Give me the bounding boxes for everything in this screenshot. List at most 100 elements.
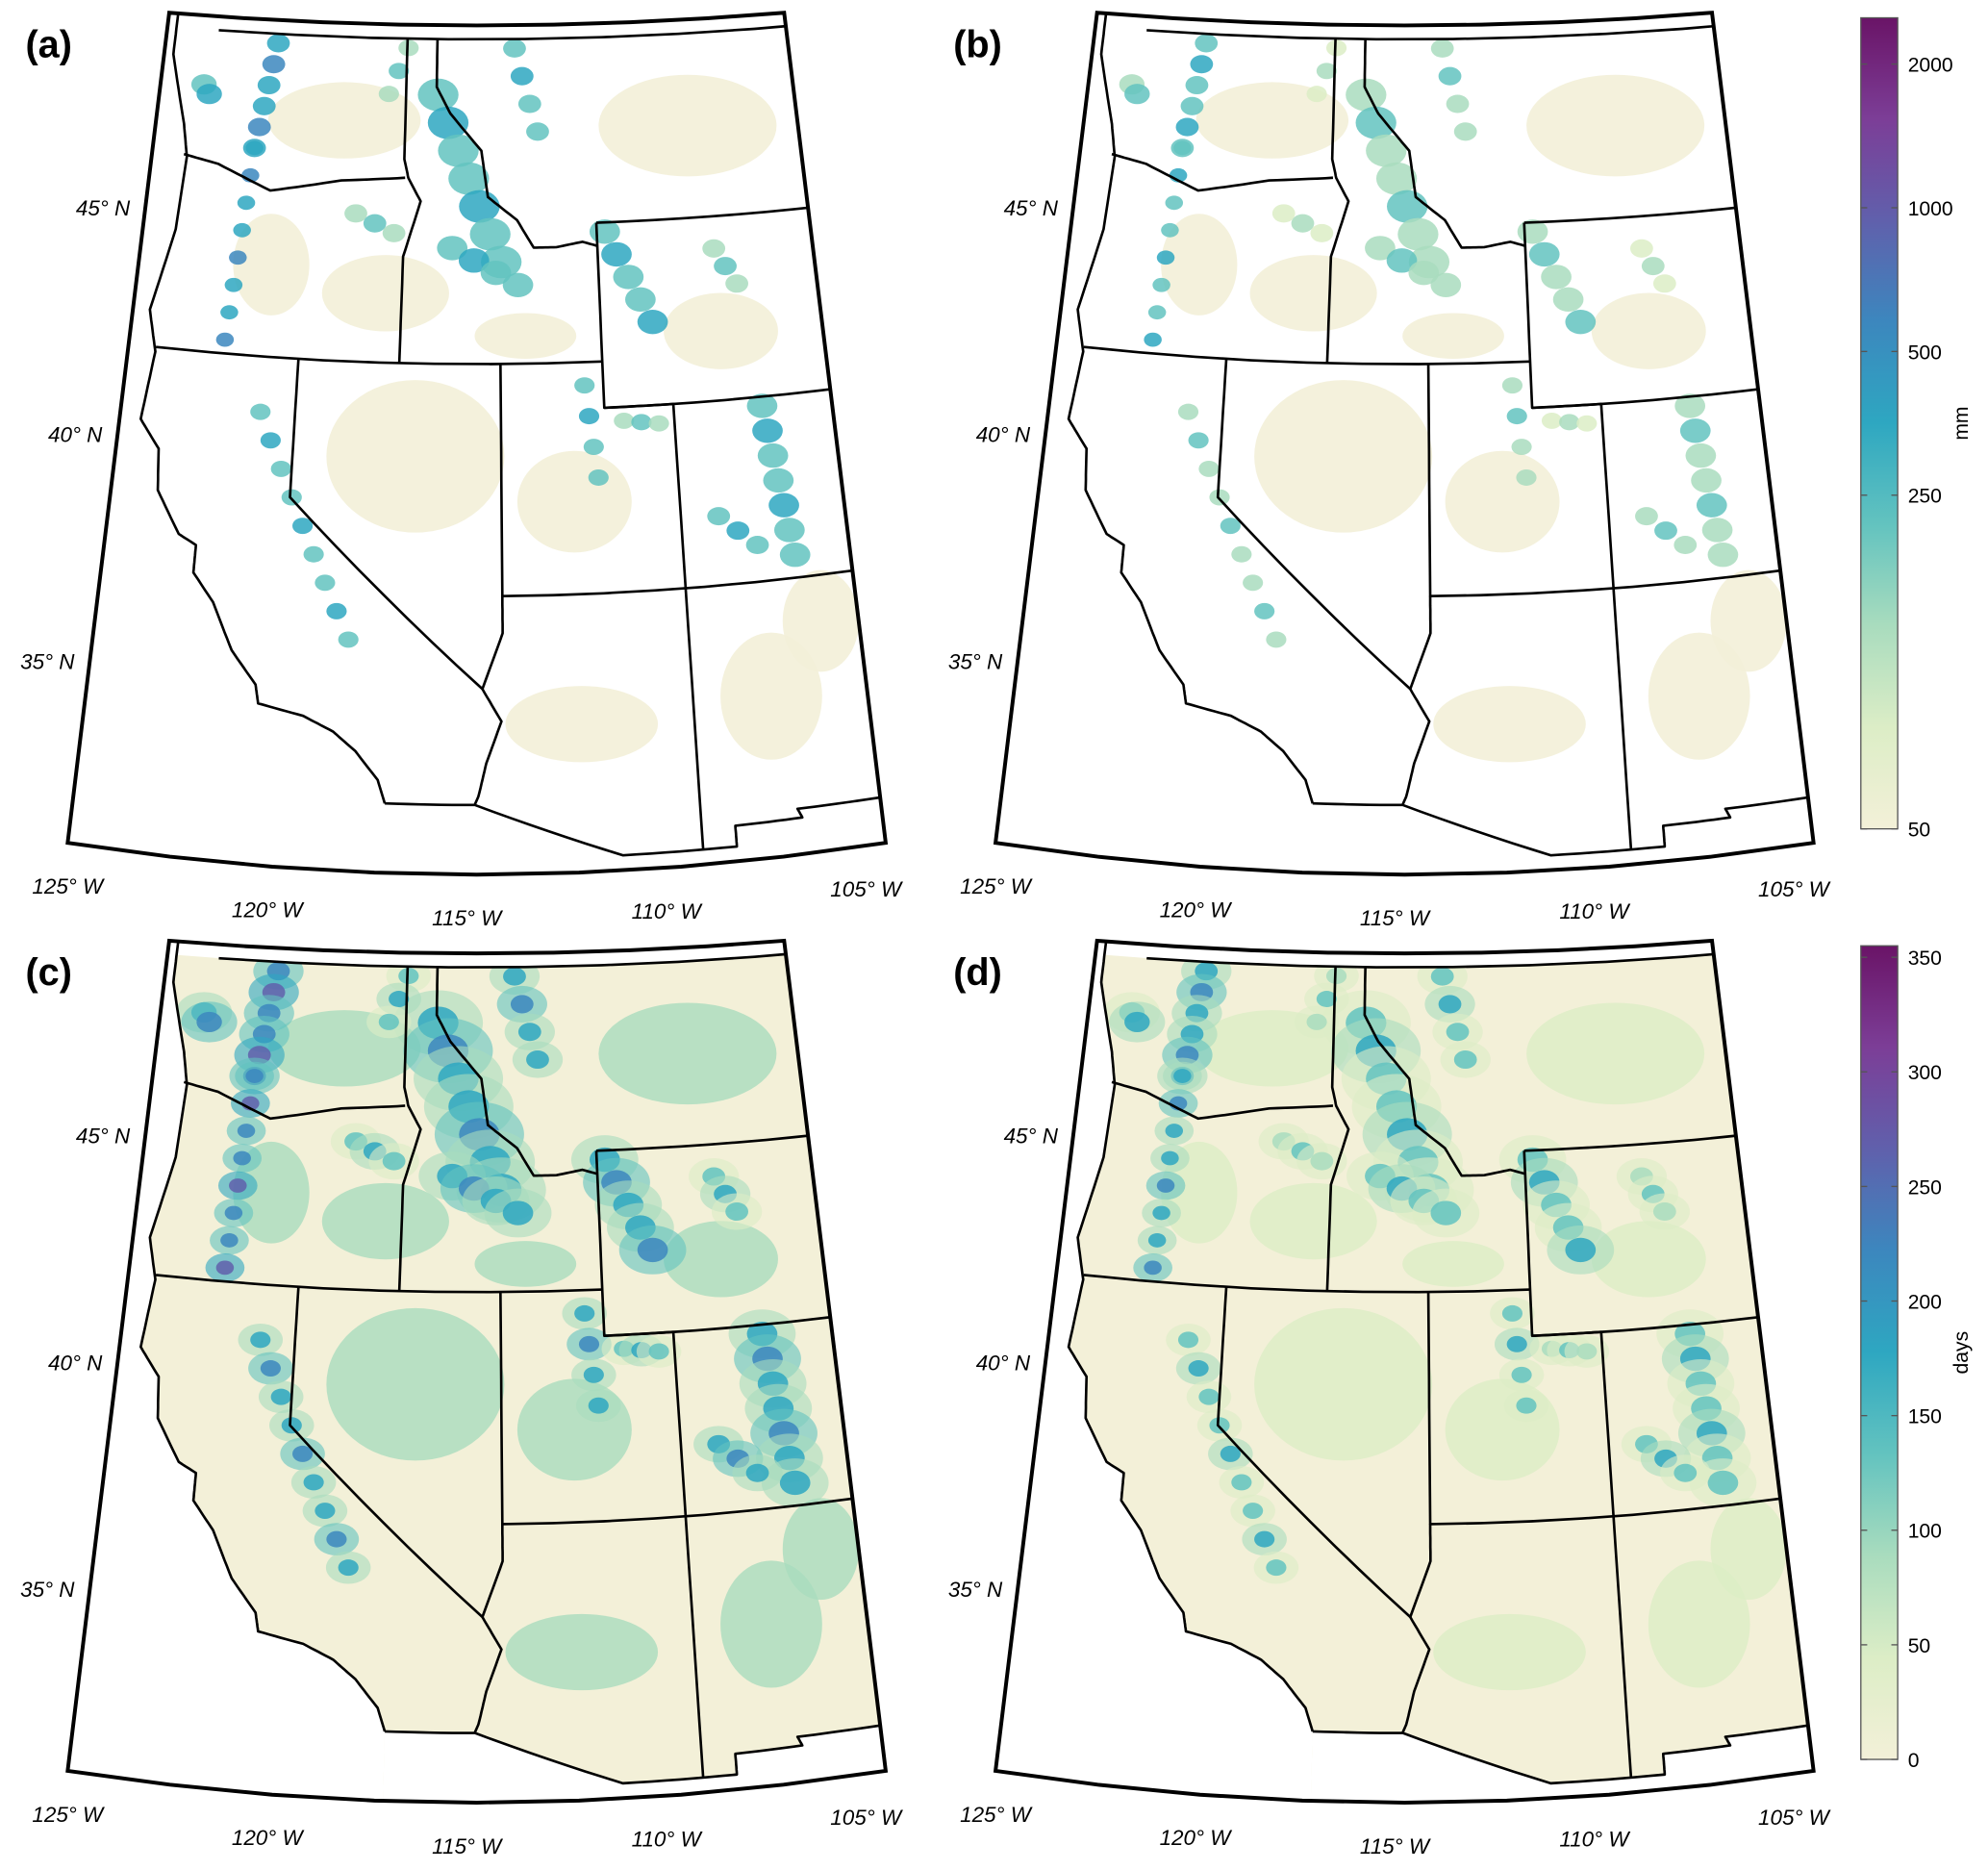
state-border: [139, 941, 387, 1732]
map-panel: (d) 45° N 40° N 35° N 125° W 120° W 115° W 110°…: [948, 938, 1831, 1858]
terrain-shade: [782, 569, 860, 672]
terrain-shade: [1175, 117, 1199, 137]
longitude-label: 105° W: [1758, 1806, 1831, 1830]
state-border: [1312, 786, 1814, 857]
state-border: [218, 948, 832, 969]
terrain-shade: [1453, 122, 1477, 141]
terrain-shade: [516, 450, 632, 553]
terrain-shade: [720, 1560, 822, 1688]
state-border: [1531, 402, 1633, 850]
terrain-shade: [1402, 313, 1504, 360]
latitude-label: 40° N: [976, 423, 1031, 447]
terrain-shade: [458, 248, 490, 273]
terrain-shade: [1195, 82, 1349, 159]
terrain-shade: [1501, 377, 1523, 394]
terrain-shade: [1306, 86, 1327, 103]
terrain-shade: [1707, 543, 1739, 568]
state-border: [1146, 948, 1759, 969]
state-border: [397, 38, 422, 364]
longitude-label: 115° W: [432, 1834, 503, 1858]
terrain-shade: [338, 1559, 359, 1577]
terrain-shade: [1254, 380, 1433, 533]
state-border: [155, 345, 603, 366]
terrain-shade: [1630, 239, 1653, 258]
terrain-shade: [1220, 1445, 1241, 1462]
terrain-shade: [1231, 545, 1252, 563]
state-border: [473, 1616, 503, 1733]
terrain-shade: [510, 66, 534, 86]
terrain-shade: [1156, 1178, 1175, 1193]
terrain-shade: [1648, 1560, 1750, 1688]
terrain-shade: [583, 439, 604, 456]
map-area: [67, 13, 940, 875]
map-area: [995, 13, 1814, 875]
terrain-shade: [1124, 84, 1150, 105]
terrain-shade: [1430, 967, 1454, 986]
state-border: [385, 1714, 886, 1785]
terrain-shade: [1254, 1530, 1275, 1548]
terrain-shade: [382, 1151, 406, 1171]
state-border: [1067, 941, 1315, 1732]
terrain-shade: [1165, 1124, 1184, 1138]
terrain-shade: [782, 1498, 860, 1601]
terrain-shade: [745, 536, 769, 555]
terrain-shade: [292, 1445, 314, 1462]
terrain-shade: [1433, 1613, 1586, 1691]
state-border: [218, 20, 832, 41]
terrain-shade: [1591, 1221, 1706, 1298]
terrain-shade: [1506, 408, 1527, 425]
colorbar-tick-label: 150: [1908, 1406, 1942, 1428]
terrain-shade: [503, 38, 526, 58]
colorbar-tick-label: 50: [1908, 1635, 1930, 1657]
terrain-shade: [664, 292, 778, 369]
terrain-shade: [474, 313, 577, 360]
terrain-shade: [262, 55, 286, 74]
state-border: [595, 1132, 823, 1152]
terrain-shade: [266, 34, 290, 53]
terrain-shade: [1188, 432, 1209, 449]
state-border: [908, 563, 940, 788]
terrain-shade: [1430, 38, 1454, 58]
terrain-shade: [1366, 134, 1407, 167]
terrain-shade: [1173, 1069, 1192, 1083]
state-border: [183, 1080, 406, 1121]
map-frame: [993, 11, 1816, 877]
latitude-label: 45° N: [76, 1125, 131, 1149]
terrain-shade: [229, 1178, 247, 1193]
colorbar-tick-label: 2000: [1908, 55, 1953, 77]
terrain-shade: [1674, 393, 1706, 418]
terrain-shade: [1576, 415, 1598, 432]
terrain-shade: [1453, 1050, 1477, 1070]
map-frame: [993, 938, 1816, 1805]
terrain-shade: [1541, 412, 1563, 429]
state-border: [604, 402, 705, 850]
terrain-shade: [1506, 1335, 1527, 1352]
terrain-shade: [714, 257, 737, 276]
terrain-shade: [1306, 1013, 1327, 1030]
terrain-shade: [326, 1530, 347, 1548]
terrain-shade: [720, 632, 822, 760]
state-border: [595, 205, 823, 224]
terrain-shade: [437, 236, 468, 261]
terrain-shade: [303, 1474, 324, 1491]
state-border: [1312, 1714, 1814, 1785]
terrain-shade: [1147, 1233, 1167, 1248]
terrain-shade: [250, 403, 271, 420]
terrain-shade: [1685, 442, 1717, 468]
terrain-shade: [598, 1002, 777, 1105]
terrain-shade: [1355, 106, 1397, 139]
terrain-shade: [1526, 1002, 1705, 1105]
terrain-shade: [725, 1202, 748, 1222]
terrain-shade: [1180, 96, 1204, 115]
longitude-label: 120° W: [1160, 1826, 1233, 1850]
panel-label: (a): [25, 23, 71, 65]
terrain-shade: [574, 377, 595, 394]
terrain-shade: [326, 602, 347, 619]
terrain-shade: [517, 1023, 541, 1042]
terrain-shade: [229, 250, 247, 265]
terrain-shade: [1652, 1202, 1676, 1222]
mexico: [1309, 1715, 1814, 1803]
terrain-shade: [1249, 255, 1377, 332]
longitude-label: 125° W: [960, 1803, 1033, 1827]
terrain-shade: [1541, 265, 1572, 290]
